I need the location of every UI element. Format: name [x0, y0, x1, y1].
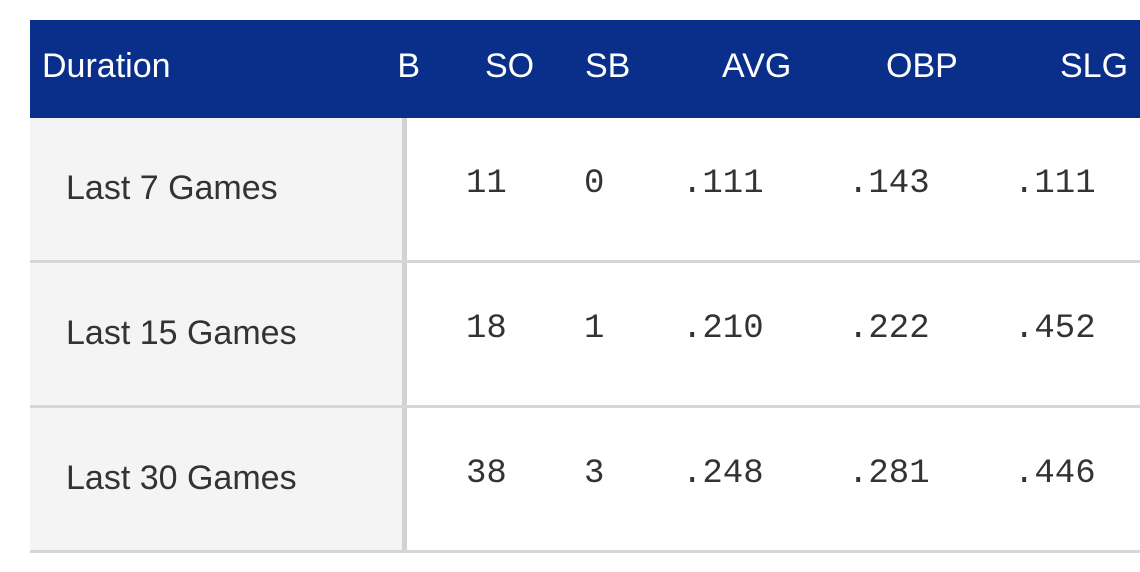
duration-label: Last 30 Games	[66, 459, 297, 497]
header-duration[interactable]: Duration	[42, 47, 171, 85]
table-row: Last 30 Games 38 3 .248 .281 .446	[30, 408, 1140, 553]
sb-value: 1	[584, 310, 605, 348]
sb-value: 0	[584, 165, 605, 203]
duration-label: Last 7 Games	[66, 169, 278, 207]
avg-value: .210	[682, 310, 764, 348]
duration-label: Last 15 Games	[66, 314, 297, 352]
obp-value: .143	[848, 165, 930, 203]
duration-cell: Last 7 Games	[30, 118, 407, 260]
header-slg[interactable]: SLG	[1060, 47, 1129, 85]
obp-value: .281	[848, 455, 930, 493]
so-value: 11	[466, 165, 507, 203]
table-row: Last 15 Games 18 1 .210 .222 .452	[30, 263, 1140, 408]
duration-cell: Last 15 Games	[30, 263, 407, 405]
obp-value: .222	[848, 310, 930, 348]
avg-value: .111	[682, 165, 764, 203]
duration-cell: Last 30 Games	[30, 408, 407, 550]
slg-value: .452	[1014, 310, 1096, 348]
so-value: 38	[466, 455, 507, 493]
table-header: Duration B SO SB AVG OBP SLG	[30, 20, 1140, 118]
header-sb[interactable]: SB	[585, 47, 631, 85]
header-clipped-column[interactable]: B	[397, 47, 420, 85]
stats-table: Duration B SO SB AVG OBP SLG Last 7 Game…	[30, 20, 1140, 553]
slg-value: .446	[1014, 455, 1096, 493]
slg-value: .111	[1014, 165, 1096, 203]
table-row: Last 7 Games 11 0 .111 .143 .111	[30, 118, 1140, 263]
header-avg[interactable]: AVG	[722, 47, 792, 85]
sb-value: 3	[584, 455, 605, 493]
avg-value: .248	[682, 455, 764, 493]
so-value: 18	[466, 310, 507, 348]
header-obp[interactable]: OBP	[886, 47, 958, 85]
header-so[interactable]: SO	[485, 47, 535, 85]
